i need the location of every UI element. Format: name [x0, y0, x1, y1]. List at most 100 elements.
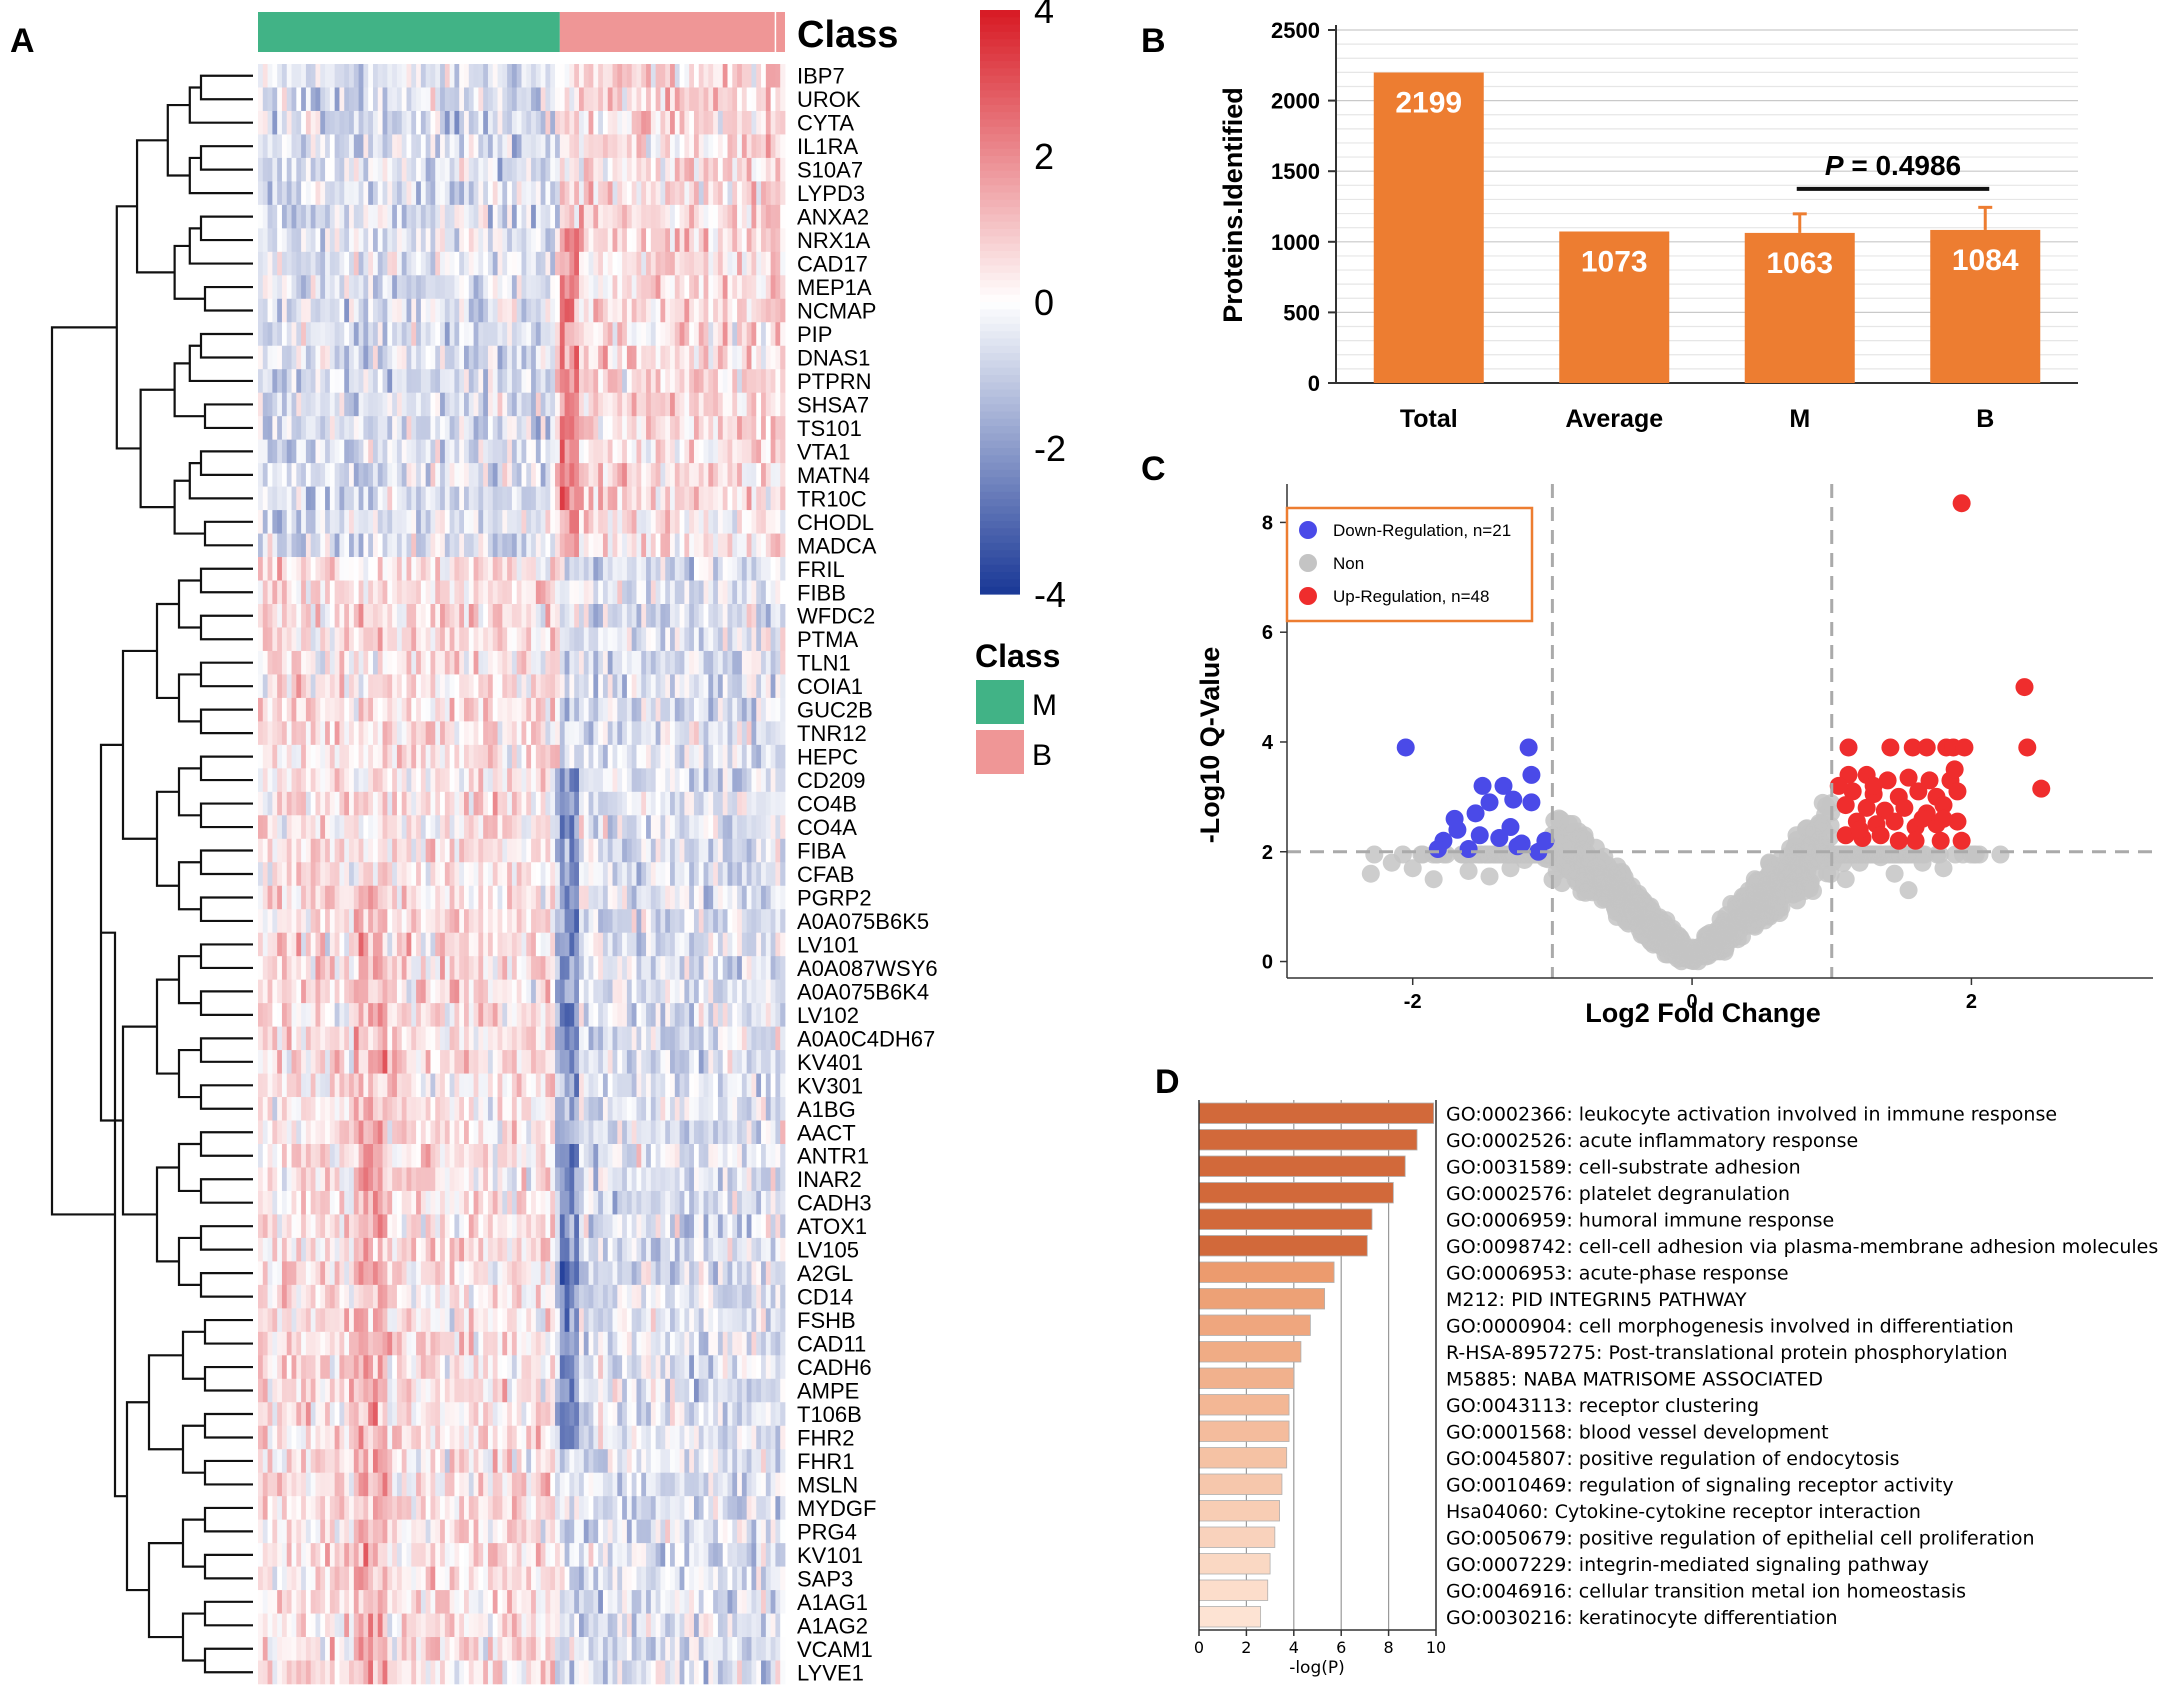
heatmap-cell	[694, 252, 699, 276]
heatmap-cell	[502, 416, 507, 440]
heatmap-cell	[402, 440, 407, 464]
heatmap-cell	[469, 909, 474, 933]
heatmap-cell	[263, 275, 268, 299]
heatmap-cell	[359, 557, 364, 581]
heatmap-cell	[450, 862, 455, 886]
heatmap-cell	[660, 181, 665, 205]
heatmap-cell	[771, 980, 776, 1004]
heatmap-cell	[526, 487, 531, 511]
heatmap-cell	[608, 393, 613, 417]
heatmap-cell	[675, 839, 680, 863]
heatmap-cell	[732, 205, 737, 229]
heatmap-cell	[268, 933, 273, 957]
heatmap-cell	[311, 815, 316, 839]
heatmap-cell	[656, 158, 661, 182]
heatmap-cell	[569, 721, 574, 745]
heatmap-cell	[680, 275, 685, 299]
heatmap-cell	[277, 627, 282, 651]
heatmap-cell	[292, 557, 297, 581]
heatmap-cell	[751, 651, 756, 675]
heatmap-cell	[641, 134, 646, 158]
heatmap-cell	[589, 534, 594, 558]
heatmap-cell	[704, 839, 709, 863]
heatmap-cell	[339, 111, 344, 135]
heatmap-cell	[359, 980, 364, 1004]
heatmap-cell	[498, 181, 503, 205]
heatmap-cell	[517, 933, 522, 957]
heatmap-cell	[574, 839, 579, 863]
heatmap-cell	[387, 698, 392, 722]
heatmap-cell	[584, 299, 589, 323]
heatmap-cell	[292, 275, 297, 299]
heatmap-cell	[742, 721, 747, 745]
heatmap-cell	[282, 1027, 287, 1051]
heatmap-cell	[545, 557, 550, 581]
heatmap-cell	[565, 416, 570, 440]
heatmap-cell	[474, 1097, 479, 1121]
heatmap-cell	[728, 698, 733, 722]
heatmap-cell	[526, 604, 531, 628]
heatmap-cell	[363, 1097, 368, 1121]
heatmap-cell	[430, 674, 435, 698]
heatmap-cell	[421, 980, 426, 1004]
heatmap-cell	[713, 275, 718, 299]
heatmap-cell	[320, 604, 325, 628]
heatmap-cell	[430, 815, 435, 839]
heatmap-cell	[680, 839, 685, 863]
heatmap-cell	[349, 369, 354, 393]
heatmap-cell	[306, 416, 311, 440]
heatmap-cell	[272, 205, 277, 229]
heatmap-cell	[531, 463, 536, 487]
heatmap-cell	[268, 252, 273, 276]
heatmap-cell	[325, 369, 330, 393]
heatmap-cell	[675, 557, 680, 581]
heatmap-cell	[545, 933, 550, 957]
heatmap-cell	[363, 111, 368, 135]
heatmap-cell	[589, 956, 594, 980]
heatmap-cell	[704, 510, 709, 534]
heatmap-cell	[325, 1003, 330, 1027]
heatmap-cell	[526, 252, 531, 276]
heatmap-cell	[512, 111, 517, 135]
heatmap-cell	[359, 369, 364, 393]
heatmap-cell	[670, 674, 675, 698]
heatmap-cell	[512, 534, 517, 558]
heatmap-cell	[421, 510, 426, 534]
heatmap-cell	[708, 463, 713, 487]
heatmap-cell	[728, 768, 733, 792]
heatmap-cell	[732, 1027, 737, 1051]
heatmap-cell	[680, 416, 685, 440]
heatmap-cell	[373, 1050, 378, 1074]
heatmap-cell	[507, 510, 512, 534]
heatmap-cell	[359, 111, 364, 135]
heatmap-cell	[493, 158, 498, 182]
dendrogram-branch	[157, 1167, 179, 1261]
heatmap-cell	[359, 534, 364, 558]
heatmap-cell	[287, 346, 292, 370]
heatmap-cell	[708, 322, 713, 346]
heatmap-cell	[584, 534, 589, 558]
heatmap-cell	[339, 886, 344, 910]
heatmap-cell	[402, 698, 407, 722]
heatmap-cell	[339, 228, 344, 252]
heatmap-cell	[517, 440, 522, 464]
heatmap-cell	[306, 87, 311, 111]
heatmap-cell	[397, 581, 402, 605]
heatmap-cell	[732, 416, 737, 440]
heatmap-cell	[550, 956, 555, 980]
heatmap-cell	[737, 1003, 742, 1027]
heatmap-cell	[670, 534, 675, 558]
heatmap-cell	[641, 322, 646, 346]
heatmap-cell	[541, 1097, 546, 1121]
heatmap-cell	[670, 252, 675, 276]
heatmap-cell	[430, 698, 435, 722]
heatmap-cell	[684, 557, 689, 581]
heatmap-cell	[593, 627, 598, 651]
heatmap-cell	[665, 252, 670, 276]
heatmap-cell	[287, 604, 292, 628]
heatmap-cell	[378, 416, 383, 440]
heatmap-cell	[474, 393, 479, 417]
heatmap-cell	[684, 322, 689, 346]
heatmap-cell	[363, 956, 368, 980]
heatmap-cell	[766, 87, 771, 111]
